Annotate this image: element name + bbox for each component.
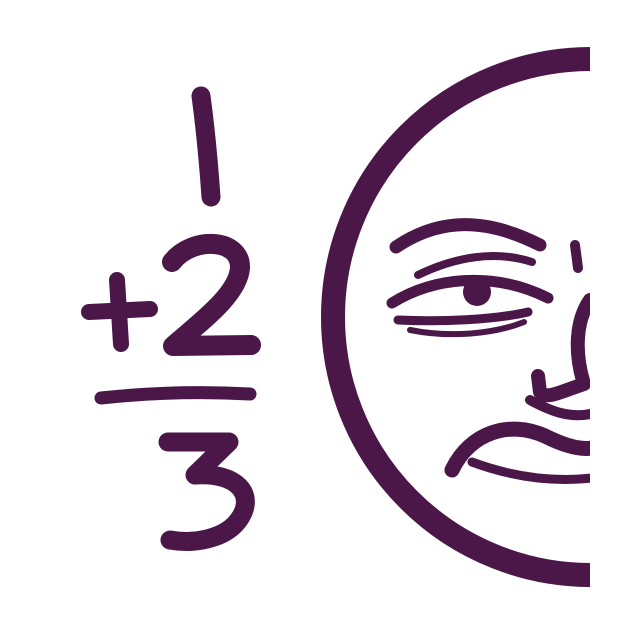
digit-one-glyph (191, 86, 221, 207)
eye-under-fold (407, 319, 527, 338)
eye-lower-lid (393, 307, 533, 326)
eyebrow-stroke-upper (389, 218, 547, 254)
temple-mark (570, 240, 583, 273)
eyebrow-stroke-lower (414, 252, 536, 279)
moon-face (321, 47, 590, 587)
digit-three-glyph (158, 432, 255, 551)
eye-upper-lid (386, 274, 554, 309)
nostril-line (525, 395, 590, 421)
lip-line (467, 457, 590, 484)
nose-line (531, 293, 590, 403)
eye-pupil (463, 278, 491, 306)
digit-two-glyph (162, 233, 261, 356)
moon-outline-ring (321, 47, 590, 587)
sum-bar-glyph (94, 386, 257, 405)
mouth-smile (444, 421, 590, 478)
addition-equation (81, 86, 261, 551)
plus-sign-glyph (81, 272, 158, 352)
